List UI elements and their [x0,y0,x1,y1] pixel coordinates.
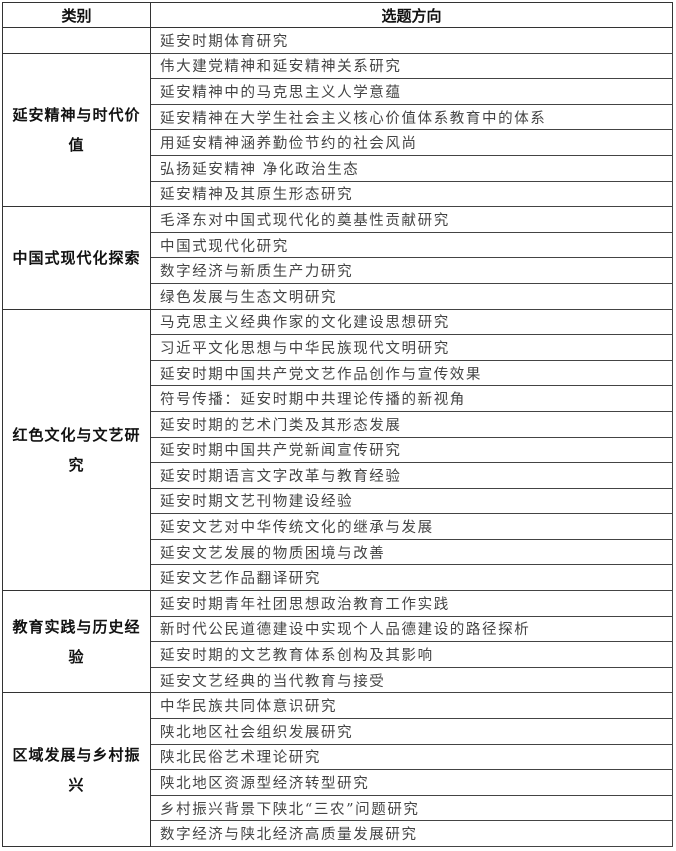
header-category: 类别 [2,2,151,28]
topic-cell: 数字经济与陕北经济高质量发展研究 [150,820,673,847]
table-row: 延安时期文艺刊物建设经验 [3,487,673,515]
topic-cell: 用延安精神涵养勤俭节约的社会风尚 [150,129,673,156]
table-row: 延安时期中国共产党新闻宣传研究 [3,436,673,464]
topic-cell: 乡村振兴背景下陕北“三农”问题研究 [150,794,673,822]
topic-cell: 延安精神及其原生形态研究 [150,180,673,208]
category-cell [2,27,151,54]
category-cell: 区域发展与乡村振兴 [2,692,151,847]
table-body: 延安时期体育研究 延安精神与时代价值 伟大建党精神和延安精神关系研究 延安精神中的马克… [2,27,673,847]
topic-cell: 延安文艺对中华传统文化的继承与发展 [150,513,673,540]
topic-cell: 中国式现代化研究 [150,231,673,259]
topic-cell: 毛泽东对中国式现代化的奠基性贡献研究 [150,206,673,233]
topic-cell: 中华民族共同体意识研究 [150,692,673,720]
table-row: 弘扬延安精神 净化政治生态 [3,154,673,182]
table-row: 红色文化与文艺研究 马克思主义经典作家的文化建设思想研究 [2,308,673,592]
header-row: 类别 选题方向 [2,2,673,28]
table-row: 延安精神与时代价值 伟大建党精神和延安精神关系研究 [2,52,673,208]
table-row: 绿色发展与生态文明研究 [3,282,673,310]
topic-cell: 伟大建党精神和延安精神关系研究 [150,52,673,80]
topic-cell: 新时代公民道德建设中实现个人品德建设的路径探析 [150,615,673,643]
topic-cell: 弘扬延安精神 净化政治生态 [150,154,673,182]
table-row: 延安时期语言文字改革与教育经验 [3,462,673,489]
table-row: 延安文艺经典的当代教育与接受 [3,666,673,694]
topic-cell: 延安文艺经典的当代教育与接受 [150,666,673,694]
table-row: 延安精神及其原生形态研究 [3,180,673,208]
topic-cell: 延安时期中国共产党文艺作品创作与宣传效果 [150,359,673,387]
table-row: 延安精神中的马克思主义人学意蕴 [3,78,673,105]
topic-cell: 延安时期青年社团思想政治教育工作实践 [150,590,673,617]
table-row: 习近平文化思想与中华民族现代文明研究 [3,334,673,361]
topic-cell: 延安时期中国共产党新闻宣传研究 [150,436,673,464]
category-cell: 延安精神与时代价值 [2,52,151,208]
table-row: 中国式现代化探索 毛泽东对中国式现代化的奠基性贡献研究 [2,206,673,310]
topic-cell: 绿色发展与生态文明研究 [150,282,673,310]
table-row: 乡村振兴背景下陕北“三农”问题研究 [3,794,673,822]
topic-cell: 延安时期的艺术门类及其形态发展 [150,410,673,438]
topic-cell: 延安文艺发展的物质困境与改善 [150,538,673,566]
topic-cell: 符号传播：延安时期中共理论传播的新视角 [150,385,673,412]
topic-cell: 马克思主义经典作家的文化建设思想研究 [150,308,673,336]
table-row: 区域发展与乡村振兴 中华民族共同体意识研究 [2,692,673,847]
table-row: 数字经济与新质生产力研究 [3,257,673,284]
table-row: 延安时期的艺术门类及其形态发展 [3,410,673,438]
topic-cell: 延安时期的文艺教育体系创构及其影响 [150,641,673,668]
topic-cell: 延安精神在大学生社会主义核心价值体系教育中的体系 [150,103,673,131]
table-row: 陕北地区资源型经济转型研究 [3,769,673,796]
table-row: 延安精神在大学生社会主义核心价值体系教育中的体系 [3,103,673,131]
topic-cell: 延安文艺作品翻译研究 [150,564,673,592]
category-cell: 红色文化与文艺研究 [2,308,151,592]
table-row: 延安时期中国共产党文艺作品创作与宣传效果 [3,359,673,387]
table-row: 延安时期的文艺教育体系创构及其影响 [3,641,673,668]
topic-cell: 数字经济与新质生产力研究 [150,257,673,284]
category-cell: 教育实践与历史经验 [2,590,151,694]
table-row: 教育实践与历史经验 延安时期青年社团思想政治教育工作实践 [2,590,673,694]
topic-cell: 延安时期语言文字改革与教育经验 [150,462,673,489]
table-row: 数字经济与陕北经济高质量发展研究 [3,820,673,847]
table-row: 延安文艺对中华传统文化的继承与发展 [3,513,673,540]
topic-cell: 延安精神中的马克思主义人学意蕴 [150,78,673,105]
header-direction: 选题方向 [150,2,673,28]
table-row: 延安文艺发展的物质困境与改善 [3,538,673,566]
category-cell: 中国式现代化探索 [2,206,151,310]
topic-cell: 延安时期文艺刊物建设经验 [150,487,673,515]
table-row: 延安时期体育研究 [2,27,673,54]
topic-cell: 延安时期体育研究 [150,27,673,54]
topic-cell: 陕北地区社会组织发展研究 [150,718,673,745]
topic-cell: 陕北民俗艺术理论研究 [150,743,673,771]
table-row: 符号传播：延安时期中共理论传播的新视角 [3,385,673,412]
topic-cell: 陕北地区资源型经济转型研究 [150,769,673,796]
topic-cell: 习近平文化思想与中华民族现代文明研究 [150,334,673,361]
table-row: 中国式现代化研究 [3,231,673,259]
